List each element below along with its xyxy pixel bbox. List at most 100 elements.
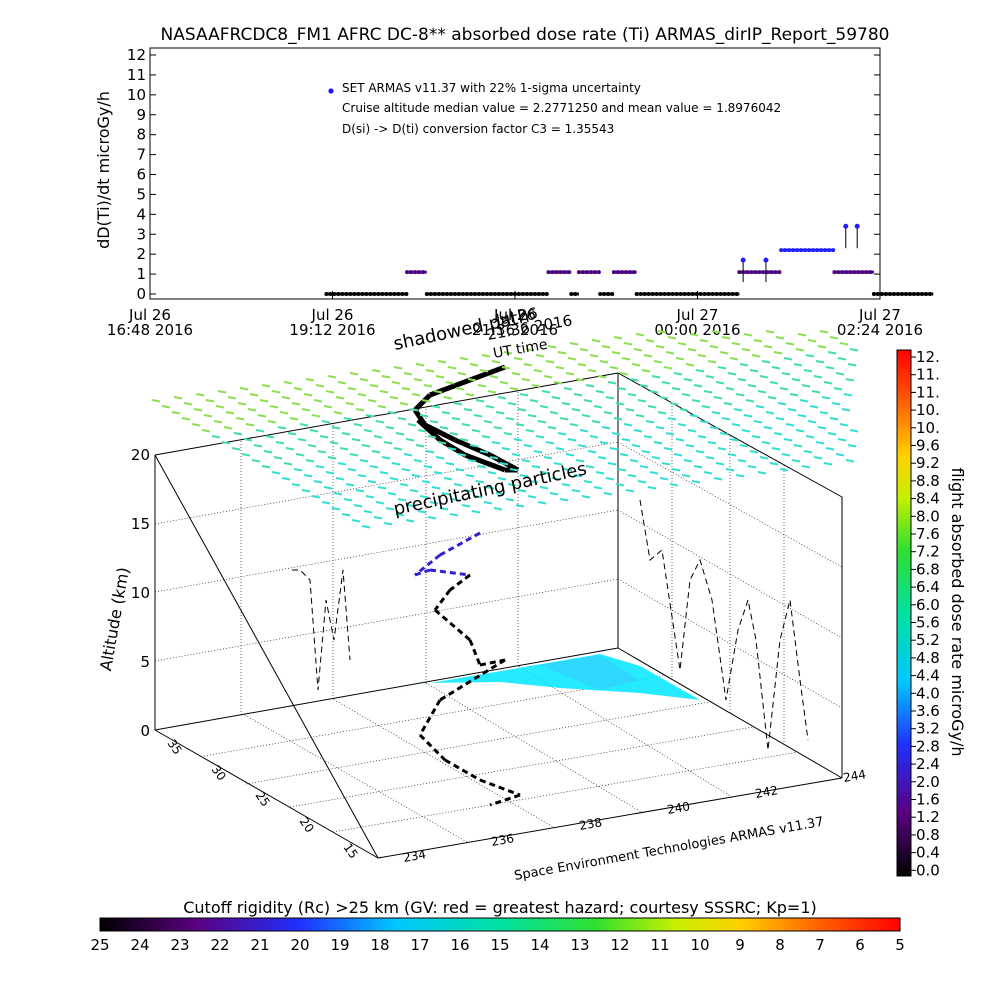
latitude-ticks: 15 20 25 30 35 [165,737,361,862]
particle-mark [203,414,213,418]
time-series-point [360,292,365,296]
particle-mark [697,435,707,439]
particle-mark [539,405,549,409]
particle-mark [847,444,857,448]
particle-mark [623,342,633,346]
particle-mark [211,435,221,439]
particle-mark [655,426,665,430]
particle-mark [793,363,803,367]
time-series-point [686,292,691,296]
time-series-point [698,292,703,296]
time-series-point [871,292,876,296]
particle-mark [535,435,545,439]
particle-mark [391,381,401,385]
annotation-cruise-stats: Cruise altitude median value = 2.2771250… [342,101,781,115]
particle-mark [835,453,845,457]
particle-mark [699,339,709,343]
particle-mark [563,468,573,472]
particle-mark [709,345,719,349]
particle-mark [387,492,397,496]
particle-mark [431,486,441,490]
particle-mark [335,477,345,481]
time-series-point [460,292,465,296]
particle-mark [787,408,797,412]
particle-mark [817,426,827,430]
particle-mark [455,387,465,391]
particle-mark [459,357,469,361]
particle-mark [523,444,533,448]
time-series-point [777,270,782,275]
particle-mark [327,456,337,460]
time-series-point [927,292,932,296]
particle-mark [459,438,469,442]
particle-mark [381,375,391,379]
particle-mark [693,384,703,388]
time-series-point [602,292,607,296]
flight-path-segment [464,452,506,473]
particle-mark [627,393,637,397]
particle-mark [349,453,359,457]
particle-mark [575,378,585,382]
particle-mark [235,417,245,421]
particle-mark [553,462,563,466]
time-series-point [536,292,541,296]
time-series-point [868,270,873,275]
particle-mark [389,396,399,400]
particle-mark [367,399,377,403]
rigidity-tick-label: 20 [290,936,309,954]
particle-mark [661,381,671,385]
particle-mark [349,372,359,376]
particle-mark [373,435,383,439]
longitude-tick-label: 244 [842,767,867,785]
latitude-tick-label: 35 [165,737,185,758]
particle-mark [645,420,655,424]
particle-mark [811,390,821,394]
time-series-point [452,292,457,296]
particle-mark [529,480,539,484]
longitude-tick-label: 236 [490,831,515,849]
particle-mark [747,384,757,388]
particle-mark [667,417,677,421]
particle-mark [805,354,815,358]
ground-projection-blue [540,655,640,690]
particle-mark [303,393,313,397]
particle-mark [677,342,687,346]
time-series-point [610,292,615,296]
particle-mark [321,420,331,424]
particle-mark [745,399,755,403]
time-series-point [852,270,857,275]
particle-mark [747,465,757,469]
time-series-point [352,292,357,296]
particle-mark [467,378,477,382]
particle-mark [617,468,627,472]
colorbar-tick-label: 4.4 [916,667,940,685]
x-tick-label-line2: 16:48 2016 [107,321,193,339]
particle-mark [721,336,731,340]
time-series-point [911,292,916,296]
time-series-y-label: dD(Ti)/dt microGy/h [94,91,113,249]
particle-mark [739,363,749,367]
altitude-tick-label: 15 [131,515,150,533]
particle-mark [243,438,253,442]
particle-mark [643,435,653,439]
particle-mark [567,438,577,442]
particle-mark [771,366,781,370]
particle-mark [689,414,699,418]
particle-mark [183,402,193,406]
particle-mark [385,426,395,430]
colorbar-tick-label: 9.2 [916,454,940,472]
time-series-point [432,292,437,296]
particle-mark [741,429,751,433]
particle-mark [305,459,315,463]
time-series-point [405,270,410,275]
particle-mark [401,468,411,472]
particle-mark [621,357,631,361]
rigidity-tick-label: 15 [490,936,509,954]
particle-mark [785,423,795,427]
particle-mark [329,441,339,445]
particle-mark [421,399,431,403]
time-series-point [532,292,537,296]
particle-mark [507,402,517,406]
particle-mark [407,504,417,508]
particle-mark [317,450,327,454]
